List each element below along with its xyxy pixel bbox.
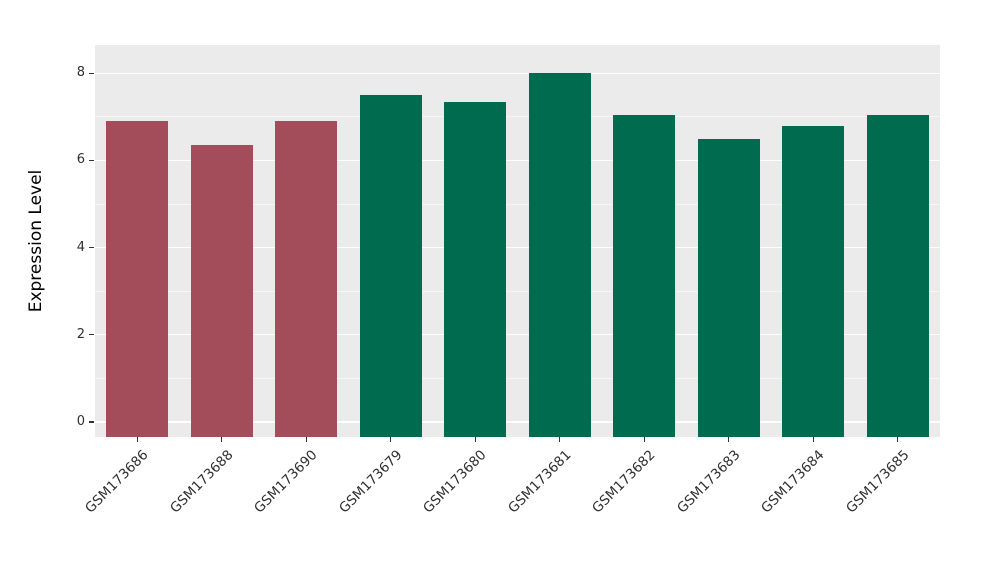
y-tick-label: 0 <box>76 414 85 429</box>
bar-GSM173685 <box>866 114 929 437</box>
y-tick-label: 4 <box>76 239 85 255</box>
x-tick-mark <box>559 437 561 442</box>
x-tick-mark <box>728 437 730 442</box>
bar-GSM173688 <box>190 145 253 437</box>
y-tick-mark <box>89 334 94 336</box>
x-tick-mark <box>305 437 307 442</box>
gridline-minor <box>95 116 940 118</box>
x-tick-mark <box>812 437 814 442</box>
y-tick-mark <box>89 421 94 423</box>
y-tick-label: 2 <box>76 326 85 342</box>
gridline-major <box>95 421 940 423</box>
bar-GSM173682 <box>613 114 676 437</box>
bar-GSM173690 <box>275 121 338 437</box>
gridline-major <box>95 246 940 249</box>
bar-GSM173679 <box>359 95 422 437</box>
y-tick-mark <box>89 159 94 161</box>
bar-GSM173681 <box>528 73 591 437</box>
x-tick-mark <box>136 437 138 442</box>
y-tick-mark <box>89 72 94 74</box>
gridline-minor <box>95 290 940 292</box>
x-tick-label: GSM173681 <box>504 447 575 517</box>
x-tick-label: GSM173679 <box>335 447 406 517</box>
x-tick-label: GSM173684 <box>758 447 828 517</box>
gridline-major <box>95 159 940 162</box>
x-tick-label: GSM173685 <box>842 447 913 517</box>
bar-GSM173680 <box>444 101 507 437</box>
x-tick-mark <box>390 437 392 442</box>
bar-GSM173683 <box>697 138 760 437</box>
y-tick-mark <box>89 247 94 249</box>
x-tick-mark <box>474 437 476 442</box>
x-tick-label: GSM173680 <box>420 447 490 517</box>
x-tick-mark <box>897 437 899 442</box>
x-tick-label: GSM173690 <box>251 447 321 517</box>
gridline-minor <box>95 203 940 205</box>
bar-GSM173684 <box>782 125 845 437</box>
gridline-major <box>95 72 940 74</box>
gridline-major <box>95 334 940 336</box>
x-tick-label: GSM173683 <box>673 447 744 517</box>
gridline-minor <box>95 378 940 379</box>
plot-area <box>95 45 940 437</box>
x-tick-label: GSM173686 <box>82 447 152 517</box>
x-tick-label: GSM173688 <box>166 447 237 517</box>
y-tick-label: 8 <box>76 65 85 81</box>
x-tick-mark <box>643 437 645 442</box>
bar-GSM173686 <box>106 121 169 437</box>
x-tick-mark <box>221 437 223 442</box>
y-tick-label: 6 <box>76 152 85 168</box>
x-tick-label: GSM173682 <box>589 447 659 517</box>
